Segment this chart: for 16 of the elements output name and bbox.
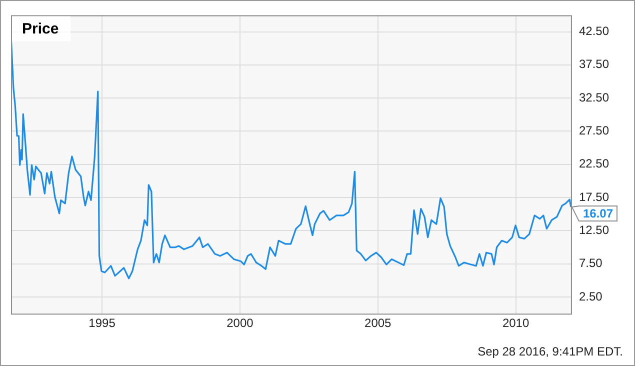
y-tick-label: 37.50 — [578, 57, 610, 72]
text: Sep 28 2016, 9:41PM EDT. — [478, 344, 623, 358]
x-tick-label: 2000 — [226, 316, 254, 330]
annotation: 16.07 — [582, 206, 614, 220]
y-tick-label: 2.50 — [578, 289, 603, 304]
y-tick-label: 42.50 — [578, 24, 610, 38]
y-tick-label: 22.50 — [578, 156, 610, 171]
y-tick-label: 12.50 — [578, 223, 610, 238]
y-tick-label: 32.50 — [578, 90, 610, 104]
y-tick-label: 27.50 — [578, 124, 610, 138]
x-tick-label: 2005 — [364, 316, 392, 330]
chart-title: Price — [22, 20, 59, 38]
y-tick-label: 7.50 — [578, 256, 603, 270]
x-tick-label: 2010 — [502, 316, 530, 330]
x-tick-label: 1995 — [88, 316, 116, 330]
y-tick-label: 17.50 — [578, 190, 610, 204]
